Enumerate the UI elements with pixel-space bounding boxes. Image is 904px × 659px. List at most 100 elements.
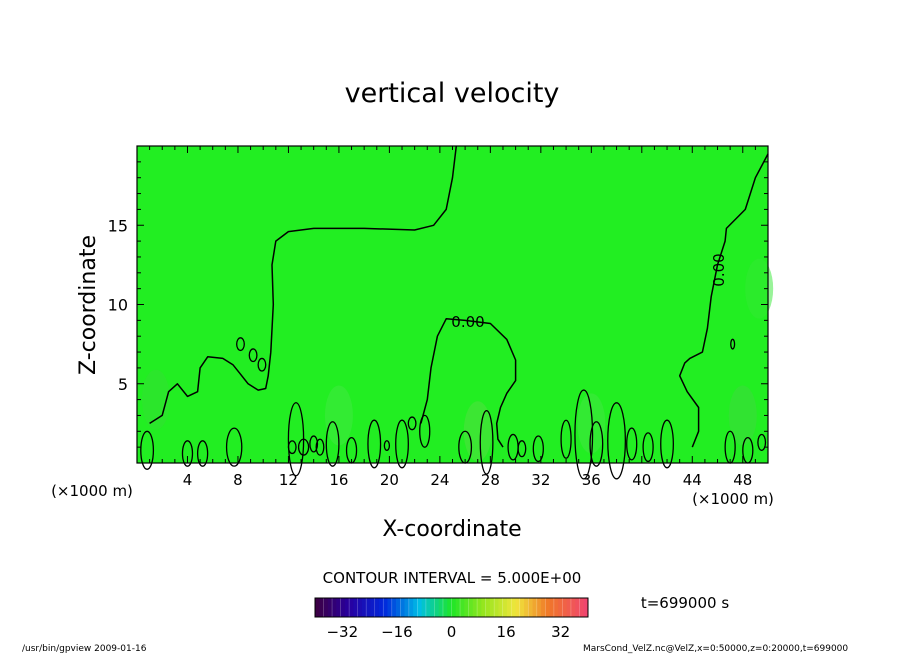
small-contour-23 xyxy=(532,435,544,463)
colorbar-cell-35 xyxy=(464,598,469,617)
colorbar-cell-20 xyxy=(400,598,405,617)
colorbar-cell-4 xyxy=(332,598,337,617)
small-contour-12 xyxy=(325,421,340,467)
colorbar-cell-5 xyxy=(336,598,341,617)
right-zero-contour xyxy=(678,153,769,448)
small-contour-28 xyxy=(626,427,638,461)
field-variation-4 xyxy=(728,385,757,446)
small-contour-2 xyxy=(196,440,209,467)
x-unit-label-left: (×1000 m) xyxy=(51,482,133,500)
small-contour-5 xyxy=(248,348,258,363)
contour-lines xyxy=(149,145,769,448)
small-contour-1 xyxy=(181,440,194,467)
footer-right-text: MarsCond_VelZ.nc@VelZ,x=0:50000,z=0:2000… xyxy=(583,644,848,654)
small-contour-25 xyxy=(574,389,594,480)
small-contour-11 xyxy=(315,438,325,456)
colorbar-cell-37 xyxy=(472,598,478,617)
small-contour-34 xyxy=(730,338,736,350)
colorbar-cell-17 xyxy=(387,598,393,617)
colorbar-cell-40 xyxy=(485,598,491,617)
x-tick-label-44: 44 xyxy=(683,471,702,489)
small-contour-9 xyxy=(297,438,310,456)
field-variation-5 xyxy=(745,258,774,319)
small-contour-26 xyxy=(589,421,604,467)
colorbar-cell-46 xyxy=(511,598,516,617)
small-contour-10 xyxy=(309,435,319,453)
colorbar-cell-22 xyxy=(408,598,414,617)
colorbar-cell-0 xyxy=(315,598,320,617)
time-label: t=699000 s xyxy=(641,594,729,612)
colorbar-cell-63 xyxy=(583,598,589,617)
small-contour-16 xyxy=(395,419,409,469)
colorbar-cell-43 xyxy=(498,598,504,617)
colorbar-cell-2 xyxy=(323,598,329,617)
x-tick-label-32: 32 xyxy=(531,471,550,489)
colorbar-label--32: −32 xyxy=(326,623,358,641)
colorbar-cell-45 xyxy=(506,598,512,617)
colorbar-cell-16 xyxy=(383,598,388,617)
colorbar-cell-47 xyxy=(515,598,521,617)
colorbar-cell-26 xyxy=(425,598,431,617)
x-tick-label-8: 8 xyxy=(233,471,243,489)
colorbar-cell-21 xyxy=(404,598,410,617)
footer-left-text: /usr/bin/gpview 2009-01-16 xyxy=(22,644,147,654)
colorbar-cell-48 xyxy=(519,598,525,617)
small-contour-27 xyxy=(607,402,627,480)
colorbar-cell-60 xyxy=(570,598,576,617)
colorbar-cell-52 xyxy=(536,598,542,617)
colorbar-cell-28 xyxy=(434,598,440,617)
small-contour-8 xyxy=(287,440,297,455)
colorbar-cell-10 xyxy=(357,598,363,617)
colorbar-cell-33 xyxy=(455,598,461,617)
x-axis-label: X-coordinate xyxy=(382,517,521,542)
colorbar-cell-25 xyxy=(421,598,427,617)
y-axis-label: Z-coordinate xyxy=(76,235,101,375)
small-contour-cells xyxy=(140,337,767,480)
small-contour-15 xyxy=(383,440,391,452)
small-contour-18 xyxy=(419,414,431,448)
small-contour-17 xyxy=(407,416,417,431)
colorbar-cell-50 xyxy=(528,598,533,617)
colorbar-cell-56 xyxy=(553,598,559,617)
colorbar-cell-23 xyxy=(413,598,418,617)
colorbar-cell-15 xyxy=(378,598,384,617)
main-zero-contour xyxy=(149,145,458,425)
y-tick-label-15: 15 xyxy=(108,216,128,235)
y-tick-labels: 5 10 15 xyxy=(108,216,128,394)
colorbar-cell-53 xyxy=(541,598,546,617)
colorbar-cell-38 xyxy=(477,598,482,617)
colorbar-cell-36 xyxy=(468,598,474,617)
small-contour-14 xyxy=(367,419,382,469)
colorbar-cell-13 xyxy=(370,598,376,617)
colorbar-cell-61 xyxy=(575,598,580,617)
x-tick-labels: 4 8 12 16 20 24 28 32 36 40 44 48 xyxy=(183,471,753,489)
colorbar-cell-11 xyxy=(361,598,367,617)
colorbar-cell-7 xyxy=(344,598,350,617)
colorbar-cell-12 xyxy=(366,598,371,617)
colorbar-cell-51 xyxy=(532,598,538,617)
colorbar-label--16: −16 xyxy=(381,623,413,641)
x-tick-label-12: 12 xyxy=(279,471,298,489)
colorbar-cell-41 xyxy=(489,598,495,617)
axis-ticks xyxy=(137,146,768,463)
y-tick-label-10: 10 xyxy=(108,296,128,315)
colorbar-cell-24 xyxy=(417,598,423,617)
y-tick-label-5: 5 xyxy=(118,375,128,394)
x-tick-label-20: 20 xyxy=(380,471,399,489)
colorbar-cell-9 xyxy=(353,598,359,617)
small-contour-0 xyxy=(140,430,155,470)
colorbar-cell-58 xyxy=(562,598,568,617)
colorbar-cell-19 xyxy=(396,598,401,617)
plot-area xyxy=(136,145,774,480)
small-contour-33 xyxy=(757,433,767,451)
small-contour-29 xyxy=(642,432,654,463)
colorbar-cell-39 xyxy=(481,598,487,617)
colorbar-cell-57 xyxy=(558,598,563,617)
field-variation-3 xyxy=(577,393,606,454)
contour-label-right: 0.00 xyxy=(710,253,728,286)
colorbar-cell-6 xyxy=(340,598,346,617)
colorbar xyxy=(314,598,589,617)
colorbar-cell-14 xyxy=(374,598,380,617)
colorbar-cell-1 xyxy=(319,598,324,617)
